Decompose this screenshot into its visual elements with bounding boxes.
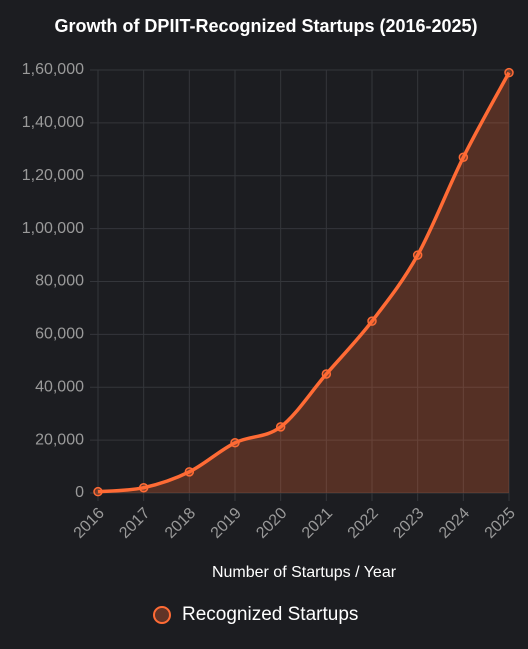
y-tick-label: 20,000 [35,431,84,448]
area [98,72,509,494]
legend-label: Recognized Startups [182,604,358,625]
x-tick-label: 2018 [162,505,199,542]
y-tick-label: 60,000 [35,326,84,343]
legend-marker [153,606,171,624]
x-axis-label: Number of Startups / Year [212,564,397,581]
x-tick-label: 2025 [482,505,519,542]
point [412,250,423,260]
y-tick-label: 80,000 [35,273,84,290]
x-tick-label: 2019 [208,505,245,542]
point [458,152,469,162]
x-tick-label: 2020 [253,505,290,542]
x-tick-label: 2022 [345,505,382,542]
point [138,482,149,493]
x-tick-label: 2016 [71,505,108,542]
line [97,71,511,494]
y-tick-label: 1,20,000 [22,167,84,184]
y-tick-label: 1,00,000 [22,220,84,237]
point [504,67,514,78]
point [93,486,103,497]
y-tick-label: 1,40,000 [22,114,84,131]
point [275,422,286,432]
point [367,316,377,326]
x-tick-label: 2021 [299,505,336,542]
x-tick-label: 2023 [390,505,427,542]
point [184,467,195,477]
point [230,438,240,448]
point [321,369,332,379]
chart-title: Growth of DPIIT-Recognized Startups (201… [54,16,477,36]
y-tick-label: 40,000 [35,378,84,395]
y-tick-label: 0 [75,484,84,501]
x-tick-label: 2024 [436,505,473,542]
y-tick-label: 1,60,000 [22,61,84,78]
x-tick-label: 2017 [116,505,153,542]
